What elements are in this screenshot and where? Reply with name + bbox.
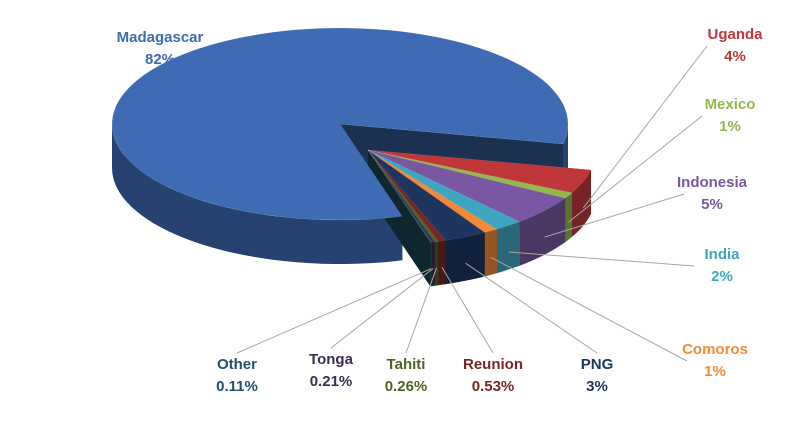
slice-side [430, 242, 432, 287]
leader-line [465, 262, 598, 354]
value-label: 3% [586, 378, 608, 395]
slice-side [484, 229, 497, 277]
slice-side [112, 124, 403, 264]
slice-side [438, 240, 446, 286]
leader-line [330, 267, 434, 349]
leader-line [441, 266, 494, 354]
slice-label: Comoros [682, 341, 748, 358]
value-label: 1% [704, 363, 726, 380]
slice-side [434, 241, 439, 286]
value-label: 5% [701, 196, 723, 213]
slice-label: Madagascar [117, 29, 204, 46]
leader-line [544, 193, 685, 238]
value-label: 82% [145, 51, 175, 68]
leader-line [236, 268, 432, 354]
leader-line [490, 256, 688, 362]
leader-line [508, 251, 695, 267]
value-label: 0.26% [385, 378, 428, 395]
value-label: 0.53% [472, 378, 515, 395]
leader-line [405, 267, 437, 354]
leader-lines [236, 45, 708, 362]
slice-side [565, 192, 572, 243]
slice [367, 149, 436, 243]
slice-label: Mexico [705, 96, 756, 113]
slice [367, 149, 433, 243]
value-label: 0.11% [216, 378, 258, 395]
leader-line [568, 115, 703, 223]
tops [111, 27, 592, 243]
slice [367, 149, 592, 194]
value-label: 4% [724, 48, 746, 65]
slice-side [496, 221, 520, 274]
slice-side [572, 170, 591, 237]
slice-label: Indonesia [677, 174, 748, 191]
slice [367, 149, 446, 242]
slice-wall [368, 150, 431, 287]
slice-label: Uganda [707, 26, 763, 43]
slice-label: India [704, 246, 740, 263]
slice-side [445, 232, 485, 285]
value-label: 1% [719, 118, 741, 135]
slice-label: Tahiti [387, 356, 426, 373]
slice-label: PNG [581, 356, 614, 373]
value-label: 2% [711, 268, 733, 285]
value-label: 0.21% [310, 373, 353, 390]
slice-label: Tonga [309, 351, 354, 368]
slice [367, 149, 573, 199]
slice [367, 149, 439, 243]
slice-label: Reunion [463, 356, 523, 373]
slice [111, 27, 569, 221]
leader-line [582, 45, 708, 209]
slice [367, 149, 566, 222]
slice-label: Other [217, 356, 257, 373]
slice-side [519, 198, 566, 266]
